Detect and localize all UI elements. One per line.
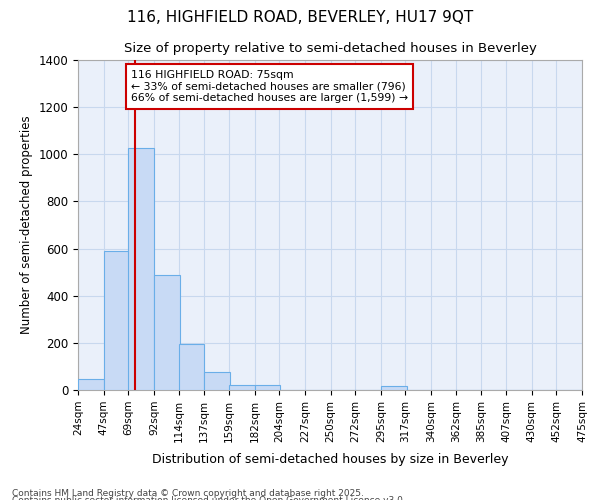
Text: Contains public sector information licensed under the Open Government Licence v3: Contains public sector information licen…: [12, 496, 406, 500]
Bar: [154, 274, 179, 390]
Bar: [128, 148, 154, 390]
Bar: [204, 372, 230, 390]
Bar: [229, 386, 254, 390]
X-axis label: Distribution of semi-detached houses by size in Beverley: Distribution of semi-detached houses by …: [152, 453, 508, 466]
Bar: [104, 251, 130, 390]
Bar: [78, 380, 104, 390]
Bar: [179, 344, 204, 390]
Title: Size of property relative to semi-detached houses in Beverley: Size of property relative to semi-detach…: [124, 42, 536, 54]
Text: 116 HIGHFIELD ROAD: 75sqm
← 33% of semi-detached houses are smaller (796)
66% of: 116 HIGHFIELD ROAD: 75sqm ← 33% of semi-…: [131, 70, 408, 103]
Bar: [381, 386, 407, 390]
Text: 116, HIGHFIELD ROAD, BEVERLEY, HU17 9QT: 116, HIGHFIELD ROAD, BEVERLEY, HU17 9QT: [127, 10, 473, 25]
Bar: [254, 386, 280, 390]
Y-axis label: Number of semi-detached properties: Number of semi-detached properties: [20, 116, 33, 334]
Text: Contains HM Land Registry data © Crown copyright and database right 2025.: Contains HM Land Registry data © Crown c…: [12, 488, 364, 498]
